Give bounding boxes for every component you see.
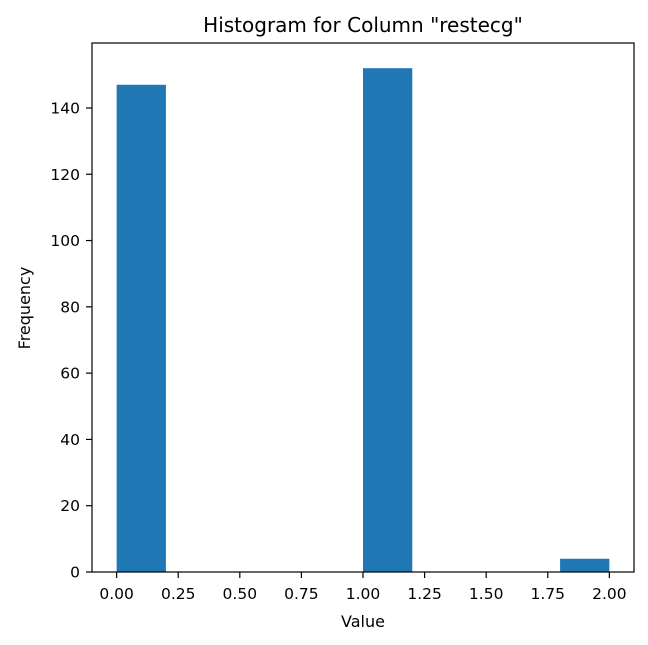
x-tick-label-2: 0.50: [223, 585, 258, 603]
x-tick-label-5: 1.25: [407, 585, 442, 603]
y-tick-label-2: 40: [60, 431, 80, 449]
x-tick-label-8: 2.00: [592, 585, 627, 603]
x-tick-label-0: 0.00: [99, 585, 134, 603]
chart-title: Histogram for Column "restecg": [203, 13, 523, 37]
y-tick-label-4: 80: [60, 298, 80, 316]
y-tick-label-5: 100: [50, 232, 80, 250]
x-tick-label-7: 1.75: [531, 585, 566, 603]
x-tick-label-6: 1.50: [469, 585, 504, 603]
y-tick-label-6: 120: [50, 166, 80, 184]
y-tick-label-1: 20: [60, 497, 80, 515]
y-tick-label-3: 60: [60, 365, 80, 383]
x-tick-label-4: 1.00: [346, 585, 381, 603]
y-tick-label-0: 0: [70, 564, 80, 582]
y-axis-label: Frequency: [15, 267, 34, 350]
histogram-bar-0: [116, 84, 166, 573]
x-tick-label-3: 0.75: [284, 585, 319, 603]
histogram-bar-1: [363, 68, 413, 572]
plot-area: 0.00 0.25 0.50 0.75 1.00 1.25 1.50 1.75 2.00 0 20 4…: [50, 42, 635, 603]
histogram-bar-2: [560, 558, 610, 572]
y-tick-label-7: 140: [50, 99, 80, 117]
x-axis-label: Value: [341, 612, 385, 631]
x-tick-label-1: 0.25: [161, 585, 196, 603]
